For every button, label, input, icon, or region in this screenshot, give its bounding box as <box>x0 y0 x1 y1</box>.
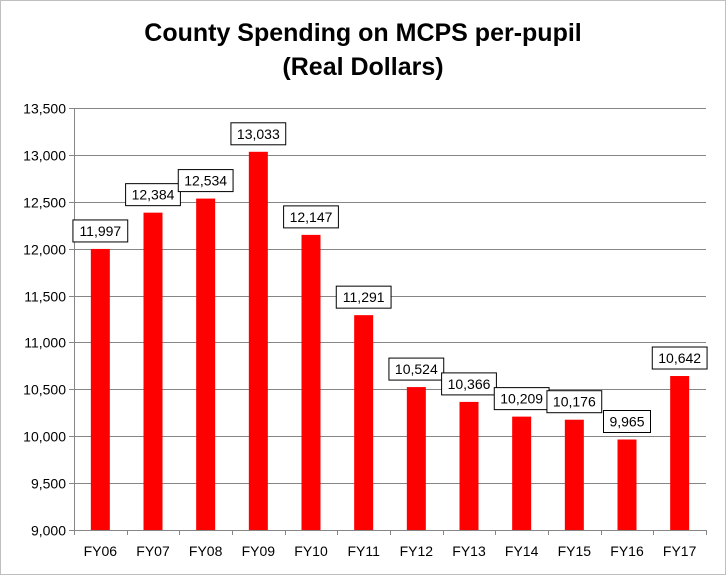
data-label-text: 12,534 <box>184 173 227 189</box>
bar <box>459 401 479 530</box>
y-tick-label: 9,000 <box>31 523 66 539</box>
x-category-label: FY10 <box>294 543 328 559</box>
data-label: 12,384 <box>125 183 181 207</box>
bar <box>670 376 690 530</box>
y-tick-label: 12,500 <box>23 195 66 211</box>
axes: 9,000 9,500 10,000 10,500 11,000 11,500 12,000… <box>23 101 707 559</box>
y-tick-label: 9,500 <box>31 476 66 492</box>
x-category-label: FY09 <box>242 543 276 559</box>
x-category-label: FY07 <box>136 543 170 559</box>
data-label-box <box>603 410 651 434</box>
data-label-box <box>441 372 497 396</box>
data-label: 10,176 <box>546 390 603 414</box>
data-label: 9,965 <box>603 410 651 434</box>
data-label: 12,534 <box>177 169 234 193</box>
data-label-text: 11,291 <box>343 289 385 305</box>
data-label-box <box>283 205 339 229</box>
bar <box>617 439 637 530</box>
y-tick-label: 11,500 <box>24 289 66 305</box>
data-label-text: 13,033 <box>237 126 280 142</box>
x-category-label: FY17 <box>663 543 697 559</box>
data-label-text: 12,384 <box>132 187 175 203</box>
x-category-label: FY15 <box>558 543 592 559</box>
bar <box>512 416 532 530</box>
data-label-text: 10,524 <box>395 361 438 377</box>
data-label-box <box>546 390 603 414</box>
x-category-label: FY06 <box>84 543 118 559</box>
y-tick-label: 13,000 <box>23 148 66 164</box>
data-label-box <box>230 122 287 146</box>
bars <box>90 151 690 530</box>
data-label-text: 10,176 <box>553 394 596 410</box>
bar <box>564 419 584 530</box>
chart-title-line-2: (Real Dollars) <box>282 53 444 81</box>
bar <box>354 315 374 530</box>
y-tick-label: 10,500 <box>23 382 66 398</box>
data-label-text: 10,642 <box>658 350 701 366</box>
bar <box>248 151 268 530</box>
data-labels: 11,997 12,384 12,534 13,033 12,147 11,291 10,5… <box>72 122 708 434</box>
x-category-label: FY12 <box>400 543 434 559</box>
data-label: 13,033 <box>230 122 287 146</box>
data-label-text: 10,209 <box>500 391 543 407</box>
data-label: 10,366 <box>441 372 497 396</box>
data-label-text: 11,997 <box>79 223 121 239</box>
y-tick-label: 13,500 <box>23 101 66 117</box>
data-label-box <box>388 357 445 381</box>
bar <box>196 198 216 530</box>
data-label-box <box>125 183 181 207</box>
x-category-label: FY14 <box>505 543 539 559</box>
data-label: 11,997 <box>72 219 129 243</box>
data-label: 10,642 <box>651 346 708 370</box>
data-label-text: 12,147 <box>290 209 333 225</box>
data-label: 11,291 <box>335 285 392 309</box>
y-tick-label: 12,000 <box>23 242 66 258</box>
y-tick-label: 11,000 <box>24 335 66 351</box>
y-tick-label: 10,000 <box>23 429 66 445</box>
data-label-box <box>335 285 392 309</box>
bar <box>143 212 163 530</box>
data-label-box <box>177 169 234 193</box>
bar <box>90 248 110 530</box>
data-label: 10,524 <box>388 357 445 381</box>
data-label: 12,147 <box>283 205 339 229</box>
x-category-label: FY11 <box>347 543 380 559</box>
data-label-box <box>651 346 708 370</box>
x-category-label: FY13 <box>452 543 486 559</box>
bar <box>301 234 321 530</box>
data-label-box <box>72 219 129 243</box>
x-category-label: FY16 <box>610 543 644 559</box>
gridlines <box>74 108 706 484</box>
chart-title: County Spending on MCPS per-pupil (Real … <box>0 16 726 84</box>
x-category-label: FY08 <box>189 543 223 559</box>
data-label-text: 9,965 <box>609 414 644 430</box>
data-label: 10,209 <box>493 387 550 411</box>
bar <box>406 387 426 530</box>
data-label-text: 10,366 <box>448 376 491 392</box>
chart-title-line-1: County Spending on MCPS per-pupil <box>144 19 582 47</box>
